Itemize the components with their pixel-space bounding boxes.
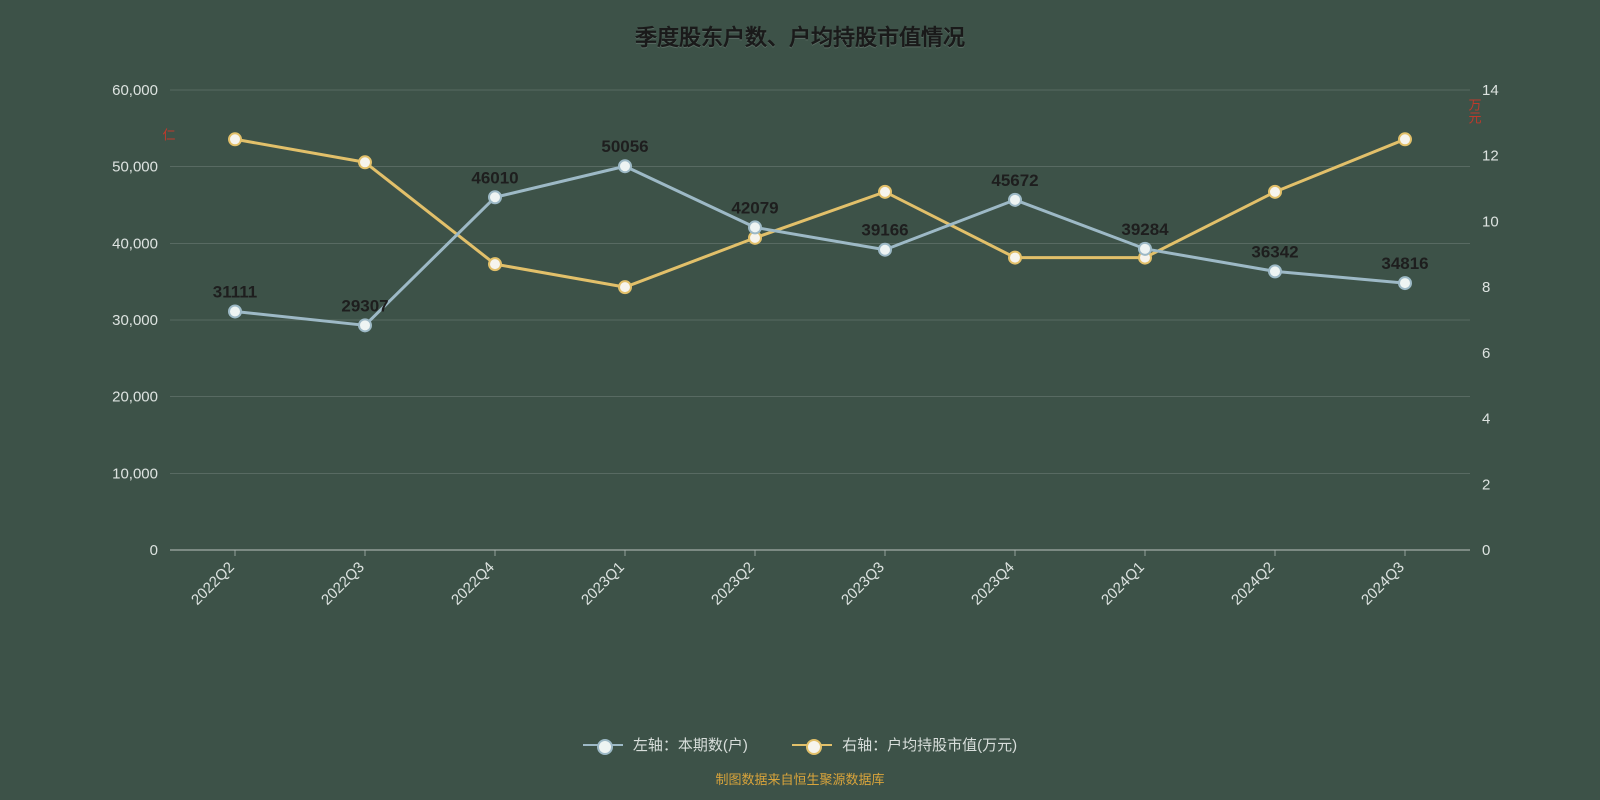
svg-text:2024Q1: 2024Q1: [1098, 559, 1148, 609]
source-note: 制图数据来自恒生聚源数据库: [0, 769, 1600, 788]
svg-text:50,000: 50,000: [112, 159, 158, 176]
svg-text:2023Q1: 2023Q1: [578, 559, 628, 609]
svg-text:2022Q2: 2022Q2: [188, 559, 238, 609]
svg-text:2023Q4: 2023Q4: [968, 559, 1018, 609]
svg-text:10: 10: [1482, 213, 1499, 230]
svg-text:2023Q2: 2023Q2: [708, 559, 758, 609]
svg-text:60,000: 60,000: [112, 82, 158, 99]
svg-text:42079: 42079: [731, 198, 778, 217]
svg-text:2024Q2: 2024Q2: [1228, 559, 1278, 609]
svg-text:2022Q4: 2022Q4: [448, 559, 498, 609]
svg-text:45672: 45672: [991, 171, 1038, 190]
legend: 左轴：本期数(户) 右轴：户均持股市值(万元): [0, 733, 1600, 756]
svg-text:4: 4: [1482, 411, 1490, 428]
svg-text:2: 2: [1482, 476, 1490, 493]
svg-text:0: 0: [1482, 542, 1490, 559]
svg-text:2023Q3: 2023Q3: [838, 559, 888, 609]
legend-item-series2: 右轴：户均持股市值(万元): [792, 734, 1017, 755]
svg-text:30,000: 30,000: [112, 312, 158, 329]
svg-text:31111: 31111: [213, 282, 257, 301]
svg-text:50056: 50056: [601, 137, 648, 156]
svg-text:10,000: 10,000: [112, 465, 158, 482]
svg-text:39166: 39166: [861, 221, 908, 240]
svg-text:29307: 29307: [341, 296, 388, 315]
svg-text:万元: 万元: [1467, 98, 1482, 125]
svg-text:36342: 36342: [1251, 242, 1298, 261]
svg-text:6: 6: [1482, 345, 1490, 362]
legend-item-series1: 左轴：本期数(户): [583, 734, 748, 755]
svg-text:14: 14: [1482, 82, 1499, 99]
legend-label-series1: 左轴：本期数(户): [633, 734, 748, 755]
svg-text:2022Q3: 2022Q3: [318, 559, 368, 609]
svg-text:2024Q3: 2024Q3: [1358, 559, 1408, 609]
svg-text:12: 12: [1482, 148, 1499, 165]
svg-text:39284: 39284: [1121, 220, 1169, 239]
svg-text:34816: 34816: [1381, 254, 1428, 273]
svg-text:8: 8: [1482, 279, 1490, 296]
dual-axis-line-chart: 0 10,000 20,000 30,000 40,000 50,000 60,000 0 2 4…: [0, 0, 1600, 800]
svg-text:46010: 46010: [471, 168, 518, 187]
legend-label-series2: 右轴：户均持股市值(万元): [842, 734, 1017, 755]
svg-text:仁: 仁: [161, 128, 176, 141]
svg-text:0: 0: [150, 542, 158, 559]
svg-text:20,000: 20,000: [112, 389, 158, 406]
svg-text:40,000: 40,000: [112, 235, 158, 252]
